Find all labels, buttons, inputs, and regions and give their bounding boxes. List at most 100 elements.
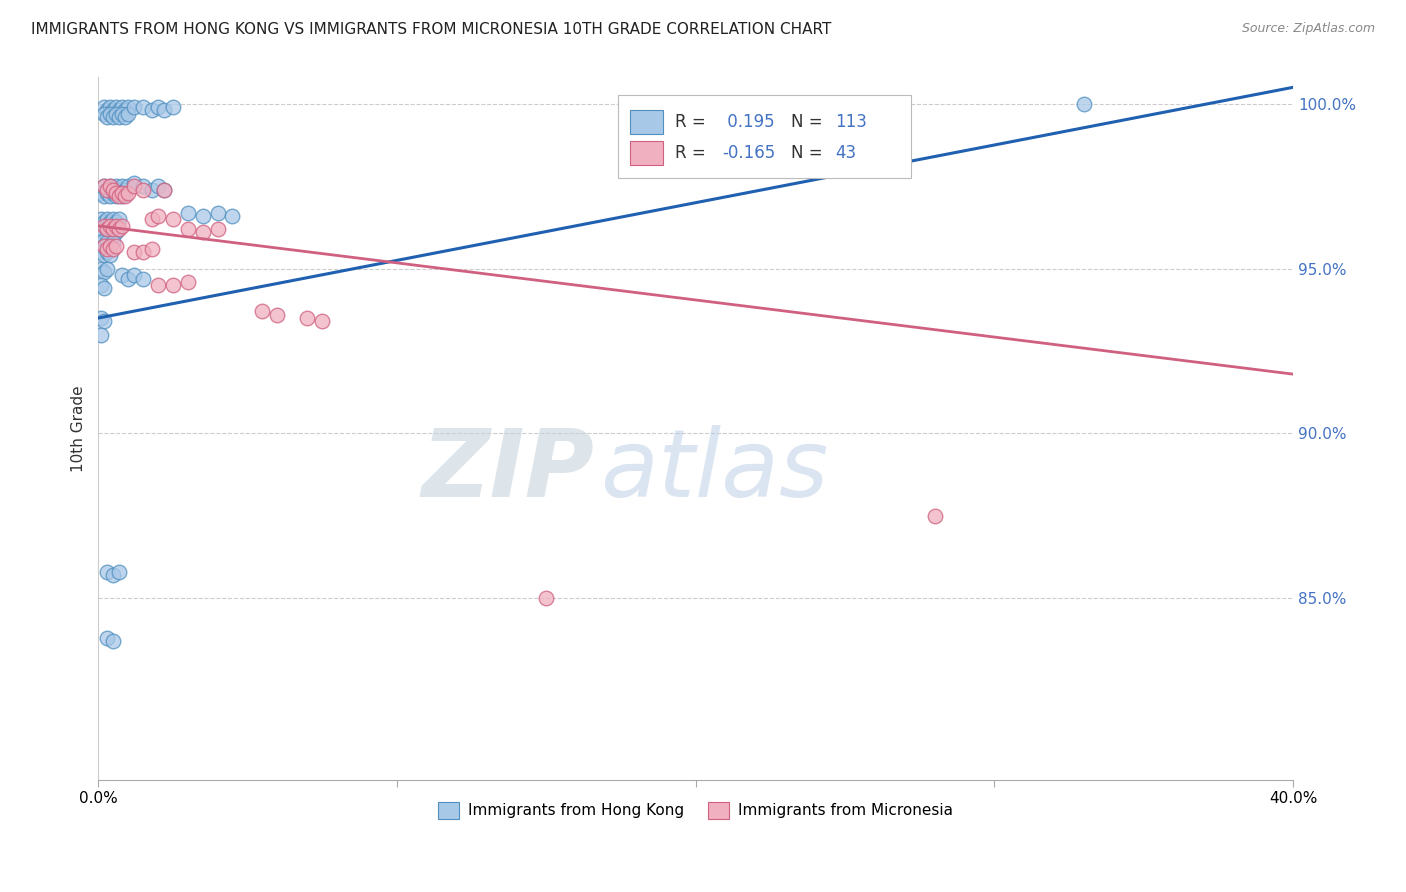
Point [111,219,134,233]
Point [104,219,127,233]
Point [93,179,115,194]
Point [101,235,124,250]
Point [101,182,124,196]
Point [96,182,118,196]
Y-axis label: 10th Grade: 10th Grade [72,385,86,472]
Text: -0.165: -0.165 [721,144,775,161]
Point [90,235,112,250]
Text: atlas: atlas [600,425,828,516]
Text: ZIP: ZIP [420,425,593,516]
Point [96,103,118,118]
Text: N =: N = [792,144,828,161]
Point [924,508,946,523]
Point [311,314,333,328]
Point [132,271,155,285]
Text: 113: 113 [835,112,868,130]
Point [266,308,288,322]
Point [93,248,115,262]
Point [96,186,118,200]
Point [132,100,155,114]
Point [104,179,127,194]
Point [96,245,118,260]
Point [98,248,121,262]
Point [108,186,131,200]
Point [111,189,134,203]
Point [101,212,124,227]
Point [98,238,121,252]
Point [98,106,121,120]
Point [101,110,124,124]
Text: R =: R = [675,144,711,161]
Point [122,100,145,114]
Point [534,591,557,606]
Point [93,106,115,120]
Point [132,182,155,196]
Point [152,182,174,196]
Point [221,209,243,223]
Point [295,311,318,326]
Point [114,189,136,203]
Point [90,212,112,227]
Point [108,103,131,118]
Point [117,186,139,200]
FancyBboxPatch shape [617,95,911,178]
Point [90,228,112,243]
Point [90,327,112,342]
Point [104,215,127,229]
Point [101,568,124,582]
Point [141,103,163,118]
Point [98,226,121,240]
Point [90,261,112,276]
Point [117,179,139,194]
Point [108,565,131,579]
Point [93,179,115,194]
Point [146,278,169,293]
Point [132,179,155,194]
Point [93,226,115,240]
Point [96,631,118,645]
Text: Source: ZipAtlas.com: Source: ZipAtlas.com [1241,22,1375,36]
Point [90,278,112,293]
Point [101,182,124,196]
Point [101,228,124,243]
Point [152,103,174,118]
Point [191,209,214,223]
Point [176,275,198,289]
Point [101,103,124,118]
Point [98,179,121,194]
Point [93,238,115,252]
Point [96,261,118,276]
Point [98,219,121,233]
Point [152,182,174,196]
Point [93,219,115,233]
Point [117,271,139,285]
Point [104,100,127,114]
Point [96,228,118,243]
Text: IMMIGRANTS FROM HONG KONG VS IMMIGRANTS FROM MICRONESIA 10TH GRADE CORRELATION C: IMMIGRANTS FROM HONG KONG VS IMMIGRANTS … [31,22,831,37]
Point [104,106,127,120]
Point [104,226,127,240]
Point [111,106,134,120]
Point [96,110,118,124]
Point [108,182,131,196]
Point [101,242,124,256]
Point [114,182,136,196]
Point [122,268,145,283]
Point [122,176,145,190]
Point [111,268,134,283]
Point [141,242,163,256]
Point [96,212,118,227]
Point [98,189,121,203]
Point [111,100,134,114]
Text: 43: 43 [835,144,856,161]
Point [93,215,115,229]
Point [90,245,112,260]
Point [117,106,139,120]
Point [111,179,134,194]
Point [117,100,139,114]
Text: R =: R = [675,112,711,130]
Point [176,205,198,219]
Point [104,189,127,203]
Point [98,179,121,194]
Point [162,278,184,293]
